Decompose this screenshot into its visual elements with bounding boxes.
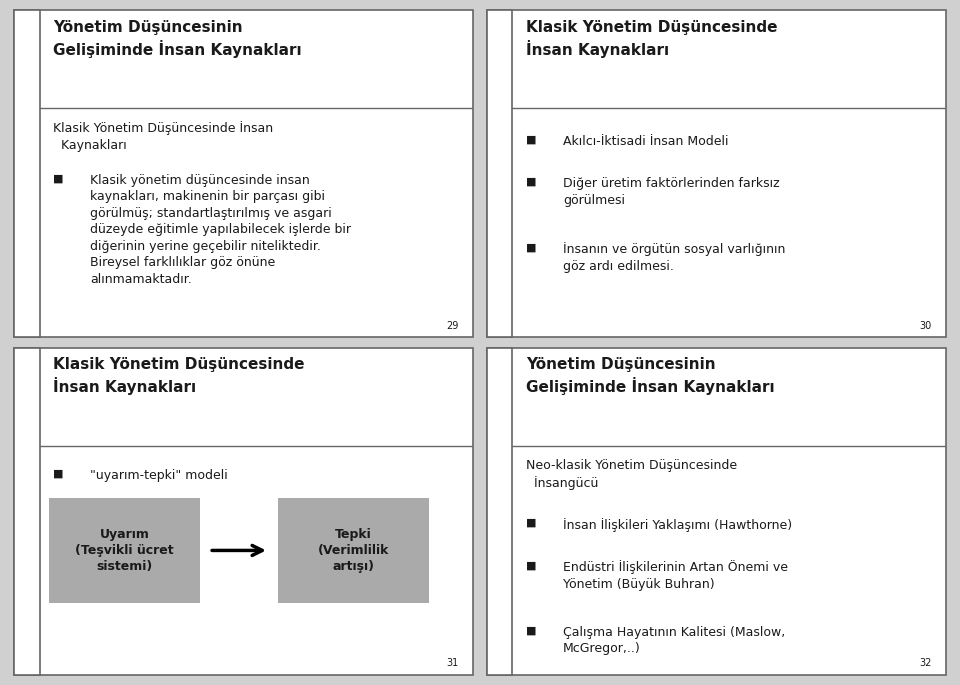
Text: ■: ■ <box>526 625 537 636</box>
Text: Yönetim Düşüncesinin
Gelişiminde İnsan Kaynakları: Yönetim Düşüncesinin Gelişiminde İnsan K… <box>526 358 775 395</box>
Text: 32: 32 <box>920 658 932 668</box>
Bar <box>14 10 39 338</box>
Bar <box>14 348 39 675</box>
Text: 30: 30 <box>920 321 932 331</box>
Text: 29: 29 <box>446 321 459 331</box>
Text: ■: ■ <box>526 242 537 253</box>
Text: ■: ■ <box>54 469 64 479</box>
Text: Çalışma Hayatının Kalitesi (Maslow,
McGregor,..): Çalışma Hayatının Kalitesi (Maslow, McGr… <box>563 625 785 655</box>
Text: ■: ■ <box>54 174 64 184</box>
Text: Klasik Yönetim Düşüncesinde
İnsan Kaynakları: Klasik Yönetim Düşüncesinde İnsan Kaynak… <box>54 358 305 395</box>
Text: Diğer üretim faktörlerinden farksız
görülmesi: Diğer üretim faktörlerinden farksız görü… <box>563 177 780 207</box>
Text: Akılcı-İktisadi İnsan Modeli: Akılcı-İktisadi İnsan Modeli <box>563 134 729 147</box>
Bar <box>487 10 513 338</box>
Text: Uyarım
(Teşvikli ücret
sistemi): Uyarım (Teşvikli ücret sistemi) <box>75 528 174 573</box>
Text: Tepki
(Verimlilik
artışı): Tepki (Verimlilik artışı) <box>318 528 390 573</box>
Text: İnsanın ve örgütün sosyal varlığının
göz ardı edilmesi.: İnsanın ve örgütün sosyal varlığının göz… <box>563 242 785 273</box>
Bar <box>487 348 513 675</box>
Text: Klasik yönetim düşüncesinde insan
kaynakları, makinenin bir parçası gibi
görülmü: Klasik yönetim düşüncesinde insan kaynak… <box>90 174 351 286</box>
Text: ■: ■ <box>526 518 537 527</box>
Text: ■: ■ <box>526 177 537 187</box>
Bar <box>49 498 200 603</box>
Text: Klasik Yönetim Düşüncesinde İnsan
  Kaynakları: Klasik Yönetim Düşüncesinde İnsan Kaynak… <box>54 121 274 152</box>
Text: ■: ■ <box>526 134 537 145</box>
Text: 31: 31 <box>446 658 459 668</box>
Text: Yönetim Düşüncesinin
Gelişiminde İnsan Kaynakları: Yönetim Düşüncesinin Gelişiminde İnsan K… <box>54 20 302 58</box>
Text: Endüstri İlişkilerinin Artan Önemi ve
Yönetim (Büyük Buhran): Endüstri İlişkilerinin Artan Önemi ve Yö… <box>563 560 788 590</box>
Text: Klasik Yönetim Düşüncesinde
İnsan Kaynakları: Klasik Yönetim Düşüncesinde İnsan Kaynak… <box>526 20 778 58</box>
Text: ■: ■ <box>526 560 537 570</box>
Text: Neo-klasik Yönetim Düşüncesinde
  İnsangücü: Neo-klasik Yönetim Düşüncesinde İnsangüc… <box>526 459 737 490</box>
Text: İnsan İlişkileri Yaklaşımı (Hawthorne): İnsan İlişkileri Yaklaşımı (Hawthorne) <box>563 518 792 532</box>
Bar <box>278 498 429 603</box>
Text: "uyarım-tepki" modeli: "uyarım-tepki" modeli <box>90 469 228 482</box>
